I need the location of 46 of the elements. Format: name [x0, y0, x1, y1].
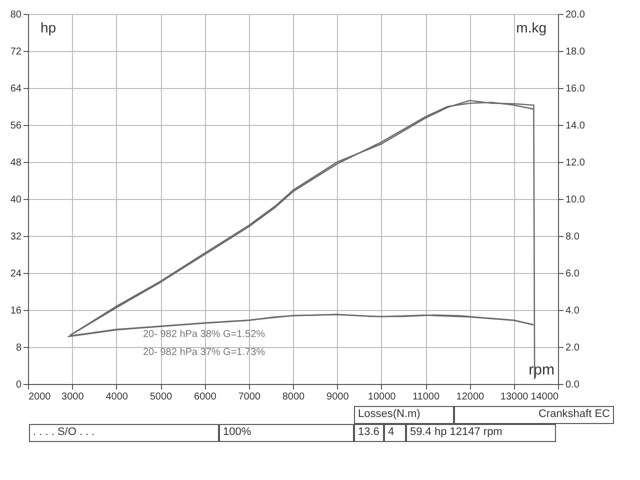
x-tick-label: 11000 — [412, 392, 440, 402]
x-tick-label: 14000 — [530, 392, 559, 402]
y-tick-label: 48 — [10, 158, 22, 168]
y2-tick-label: 2.0 — [566, 342, 580, 354]
annotation: 20- 982 hPa 38% G=1.52% — [143, 329, 266, 340]
y2-tick-label: 18.0 — [566, 46, 586, 58]
x-tick-label: 13000 — [500, 392, 529, 402]
y2-tick-label: 4.0 — [566, 306, 580, 316]
text: 100% — [219, 424, 354, 442]
y2-tick-label: 16.0 — [566, 84, 586, 94]
x-tick-label: 12000 — [456, 392, 485, 402]
y2-tick-label: 12.0 — [566, 158, 586, 168]
x-tick-label: 2000 — [28, 392, 52, 402]
x-tick-label: 9000 — [326, 392, 350, 402]
y2-tick-label: 20.0 — [566, 10, 586, 20]
y2-axis-title: m.kg — [516, 20, 546, 36]
y-tick-label: 40 — [10, 194, 22, 206]
x-tick-label: 8000 — [282, 392, 306, 402]
y2-tick-label: 6.0 — [566, 268, 580, 280]
x-tick-label: 3000 — [62, 392, 84, 402]
x-tick-label: 5000 — [150, 392, 173, 402]
text: Crankshaft EC — [454, 406, 614, 424]
y-tick-label: 16 — [10, 306, 22, 316]
text: . . . . S/O . . . — [29, 424, 219, 442]
y2-tick-label: 14.0 — [566, 120, 586, 132]
y2-tick-label: 8.0 — [566, 232, 580, 242]
y-tick-label: 64 — [10, 84, 22, 94]
y-axis-title: hp — [40, 20, 56, 36]
y2-tick-label: 10.0 — [566, 194, 586, 206]
x-tick-label: 7000 — [238, 392, 261, 402]
x-tick-label: 4000 — [106, 392, 128, 402]
y-tick-label: 0 — [16, 380, 22, 390]
y-tick-label: 72 — [10, 46, 22, 58]
y-tick-label: 8 — [16, 342, 22, 354]
annotation: 20- 982 hPa 37% G=1.73% — [143, 347, 266, 358]
text: 59.4 hp 12147 rpm — [406, 424, 556, 442]
y-tick-label: 24 — [10, 268, 22, 280]
y-tick-label: 56 — [10, 120, 22, 132]
text: 4 — [384, 424, 406, 442]
y2-tick-label: 0.0 — [566, 380, 580, 390]
text: 13.6 — [354, 424, 384, 442]
y-tick-label: 80 — [10, 10, 22, 20]
text: Losses(N.m) — [354, 406, 454, 424]
x-tick-label: 10000 — [368, 392, 396, 402]
y-tick-label: 32 — [10, 232, 22, 242]
x-tick-label: 6000 — [194, 392, 217, 402]
